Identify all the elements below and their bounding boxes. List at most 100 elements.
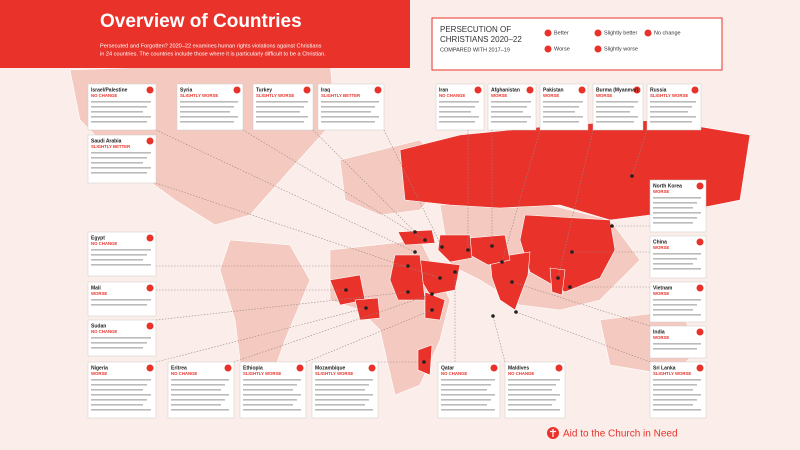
country-name: Sudan [91, 323, 106, 329]
leader-line [155, 307, 367, 363]
country-status: SLIGHTLY WORSE [315, 371, 353, 376]
text-placeholder [508, 404, 552, 406]
legend-title: CHRISTIANS 2020–22 [440, 35, 522, 44]
country-status: NO CHANGE [441, 371, 467, 376]
text-placeholder [543, 106, 579, 108]
text-placeholder [91, 111, 143, 113]
legend-icon [594, 29, 602, 37]
leader-line [242, 129, 426, 241]
mozambique-shape [417, 344, 433, 376]
legend-label: Better [554, 30, 569, 36]
text-placeholder [653, 202, 697, 204]
text-placeholder [653, 389, 693, 391]
text-placeholder [650, 111, 688, 113]
country-status: SLIGHTLY WORSE [256, 93, 294, 98]
country-status: NO CHANGE [439, 93, 465, 98]
text-placeholder [491, 106, 527, 108]
text-placeholder [441, 394, 495, 396]
status-icon [474, 86, 482, 94]
country-status: NO CHANGE [508, 371, 534, 376]
text-placeholder [441, 409, 495, 411]
status-icon [296, 364, 304, 372]
country-dot [423, 238, 427, 242]
country-name: Syria [180, 87, 192, 93]
text-placeholder [315, 384, 369, 386]
country-box [87, 134, 157, 184]
text-placeholder [315, 379, 373, 381]
text-placeholder [439, 121, 475, 123]
text-placeholder [243, 404, 293, 406]
text-placeholder [315, 404, 365, 406]
text-placeholder [171, 409, 229, 411]
text-placeholder [321, 101, 379, 103]
text-placeholder [441, 404, 487, 406]
india-shape [489, 251, 531, 311]
country-dot [556, 276, 560, 280]
text-placeholder [543, 116, 583, 118]
text-placeholder [653, 212, 701, 214]
text-placeholder [91, 304, 147, 306]
legend-icon [644, 29, 652, 37]
text-placeholder [441, 389, 487, 391]
country-dot [453, 270, 457, 274]
country-dot [491, 314, 495, 318]
logo-cross [550, 429, 556, 437]
country-name: Mozambique [315, 365, 345, 371]
legend-icon [544, 45, 552, 53]
country-name: Burma (Myanmar) [596, 87, 639, 93]
text-placeholder [321, 121, 375, 123]
country-status: WORSE [91, 291, 107, 296]
country-status: SLIGHTLY WORSE [650, 93, 688, 98]
text-placeholder [439, 111, 471, 113]
country-dot [500, 260, 504, 264]
subtitle: in 24 countries. The countries include t… [100, 51, 326, 57]
country-dot [364, 306, 368, 310]
status-icon [233, 86, 241, 94]
country-status: WORSE [653, 335, 669, 340]
country-dot [510, 280, 514, 284]
subtitle: Persecuted and Forgotten? 2020–22 examin… [100, 43, 322, 49]
status-icon [696, 364, 704, 372]
text-placeholder [243, 409, 301, 411]
text-placeholder [653, 314, 701, 316]
country-name: Eritrea [171, 365, 187, 371]
country-status: WORSE [653, 189, 669, 194]
text-placeholder [243, 379, 301, 381]
text-placeholder [180, 111, 230, 113]
iran-iraq-shape [437, 234, 473, 263]
legend-label: No change [654, 30, 681, 36]
country-name: China [653, 239, 667, 245]
status-icon [696, 328, 704, 336]
text-placeholder [91, 379, 151, 381]
egypt-sudan-shape [389, 254, 426, 301]
text-placeholder [91, 162, 143, 164]
text-placeholder [91, 167, 151, 169]
text-placeholder [653, 379, 701, 381]
text-placeholder [321, 116, 379, 118]
country-status: WORSE [653, 245, 669, 250]
text-placeholder [653, 343, 701, 345]
text-placeholder [441, 399, 491, 401]
status-icon [696, 238, 704, 246]
country-name: Afghanistan [491, 87, 520, 93]
country-dot [630, 174, 634, 178]
text-placeholder [91, 299, 151, 301]
status-icon [146, 137, 154, 145]
text-placeholder [256, 106, 304, 108]
country-dot [570, 250, 574, 254]
text-placeholder [508, 389, 552, 391]
status-icon [303, 86, 311, 94]
text-placeholder [491, 121, 527, 123]
text-placeholder [180, 121, 234, 123]
text-placeholder [171, 384, 225, 386]
text-placeholder [596, 116, 638, 118]
text-placeholder [441, 379, 495, 381]
text-placeholder [653, 222, 693, 224]
status-icon [691, 86, 699, 94]
status-icon [696, 182, 704, 190]
header-band [0, 0, 410, 68]
text-placeholder [653, 217, 697, 219]
text-placeholder [653, 394, 701, 396]
legend-icon [544, 29, 552, 37]
